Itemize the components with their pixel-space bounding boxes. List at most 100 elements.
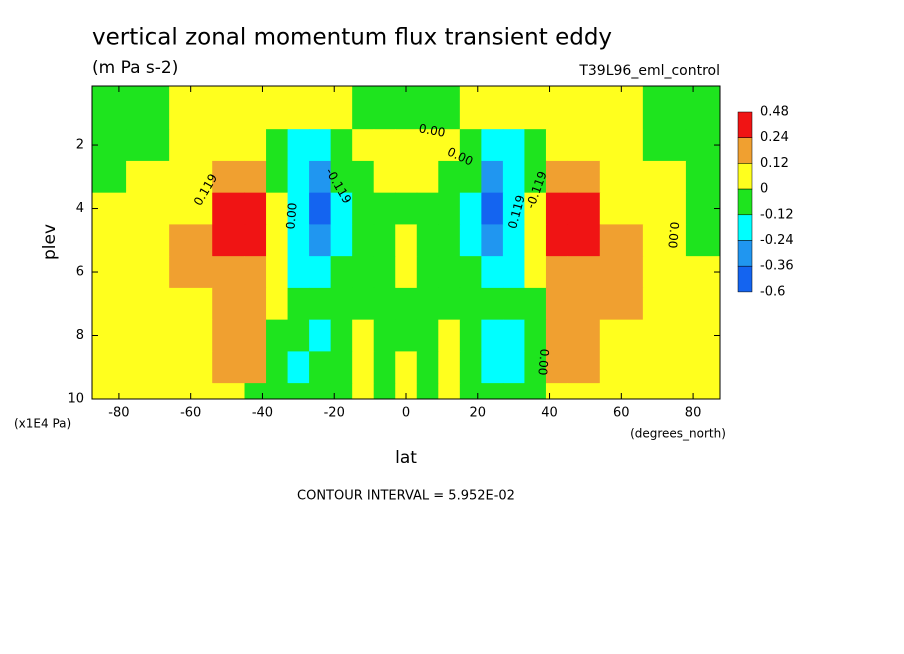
field-cell bbox=[287, 86, 310, 130]
field-cell bbox=[373, 86, 396, 130]
field-cell bbox=[502, 86, 525, 130]
field-cell bbox=[524, 86, 547, 130]
field-cell bbox=[685, 160, 721, 194]
field-cell bbox=[287, 287, 310, 321]
field-cell bbox=[244, 383, 267, 400]
colorbar-label: 0 bbox=[760, 182, 768, 197]
field-cell bbox=[395, 224, 418, 257]
field-cell bbox=[481, 351, 504, 384]
field-cell bbox=[567, 351, 601, 384]
field-cell bbox=[567, 86, 601, 130]
field-cell bbox=[524, 129, 547, 162]
field-cell bbox=[545, 192, 568, 225]
field-cell bbox=[502, 256, 525, 289]
colorbar-box bbox=[737, 111, 753, 138]
field-cell bbox=[481, 287, 504, 321]
field-cell bbox=[642, 86, 687, 130]
field-cell bbox=[212, 86, 246, 130]
field-cell bbox=[244, 86, 267, 130]
field-cell bbox=[126, 160, 170, 194]
field-cell bbox=[92, 351, 127, 384]
field-cell bbox=[126, 256, 170, 289]
field-cell bbox=[438, 160, 461, 194]
field-cell bbox=[545, 319, 568, 352]
field-cell bbox=[438, 86, 461, 130]
field-cell bbox=[599, 129, 644, 162]
field-cell bbox=[416, 383, 439, 400]
colorbar-label: 0.48 bbox=[760, 105, 789, 120]
field-cell bbox=[212, 383, 246, 400]
x-tick-label: 40 bbox=[541, 406, 558, 421]
field-cell bbox=[524, 160, 547, 194]
field-cell bbox=[459, 256, 482, 289]
field-cell bbox=[438, 287, 461, 321]
field-cell bbox=[212, 192, 246, 225]
x-tick-label: 20 bbox=[469, 406, 486, 421]
field-cell bbox=[502, 129, 525, 162]
field-cell bbox=[330, 287, 353, 321]
field-cell bbox=[395, 351, 418, 384]
field-cell bbox=[416, 192, 439, 225]
field-cell bbox=[287, 129, 310, 162]
field-cell bbox=[373, 129, 396, 162]
field-cell bbox=[92, 287, 127, 321]
field-cell bbox=[599, 192, 644, 225]
colorbar-box bbox=[737, 240, 753, 267]
field-cell bbox=[169, 351, 213, 384]
field-cell bbox=[459, 224, 482, 257]
field-cell bbox=[481, 160, 504, 194]
field-cell bbox=[92, 383, 127, 400]
field-cell bbox=[567, 256, 601, 289]
field-cell bbox=[244, 160, 267, 194]
colorbar-label: -0.36 bbox=[760, 259, 794, 274]
colorbar-label: 0.24 bbox=[760, 130, 789, 145]
field-cell bbox=[287, 351, 310, 384]
field-cell bbox=[244, 287, 267, 321]
field-cell bbox=[244, 224, 267, 257]
field-cell bbox=[309, 256, 332, 289]
field-cell bbox=[395, 319, 418, 352]
field-cell bbox=[330, 129, 353, 162]
colorbar-box bbox=[737, 137, 753, 164]
field-cell bbox=[395, 129, 418, 162]
x-units: (degrees_north) bbox=[630, 427, 726, 441]
field bbox=[92, 86, 721, 400]
field-cell bbox=[685, 351, 721, 384]
field-cell bbox=[352, 224, 375, 257]
field-cell bbox=[642, 160, 687, 194]
field-cell bbox=[438, 319, 461, 352]
field-cell bbox=[642, 256, 687, 289]
field-cell bbox=[502, 160, 525, 194]
field-cell bbox=[373, 351, 396, 384]
field-cell bbox=[169, 287, 213, 321]
field-cell bbox=[459, 129, 482, 162]
x-tick-label: -40 bbox=[252, 406, 273, 421]
field-cell bbox=[352, 351, 375, 384]
field-cell bbox=[169, 319, 213, 352]
field-cell bbox=[126, 319, 170, 352]
field-cell bbox=[438, 383, 461, 400]
field-cell bbox=[502, 319, 525, 352]
field-cell bbox=[545, 224, 568, 257]
field-cell bbox=[481, 319, 504, 352]
field-cell bbox=[642, 129, 687, 162]
field-cell bbox=[169, 160, 213, 194]
field-cell bbox=[567, 383, 601, 400]
field-cell bbox=[244, 256, 267, 289]
field-cell bbox=[330, 383, 353, 400]
field-cell bbox=[373, 383, 396, 400]
field-cell bbox=[287, 256, 310, 289]
field-cell bbox=[266, 287, 289, 321]
field-cell bbox=[567, 160, 601, 194]
colorbar-label: -0.12 bbox=[760, 207, 794, 222]
field-cell bbox=[352, 319, 375, 352]
field-cell bbox=[92, 160, 127, 194]
field-cell bbox=[502, 383, 525, 400]
field-cell bbox=[352, 129, 375, 162]
field-cell bbox=[459, 160, 482, 194]
field-cell bbox=[266, 256, 289, 289]
field-cell bbox=[287, 224, 310, 257]
field-cell bbox=[524, 256, 547, 289]
field-cell bbox=[567, 224, 601, 257]
contour-label: 0.00 bbox=[418, 121, 447, 139]
